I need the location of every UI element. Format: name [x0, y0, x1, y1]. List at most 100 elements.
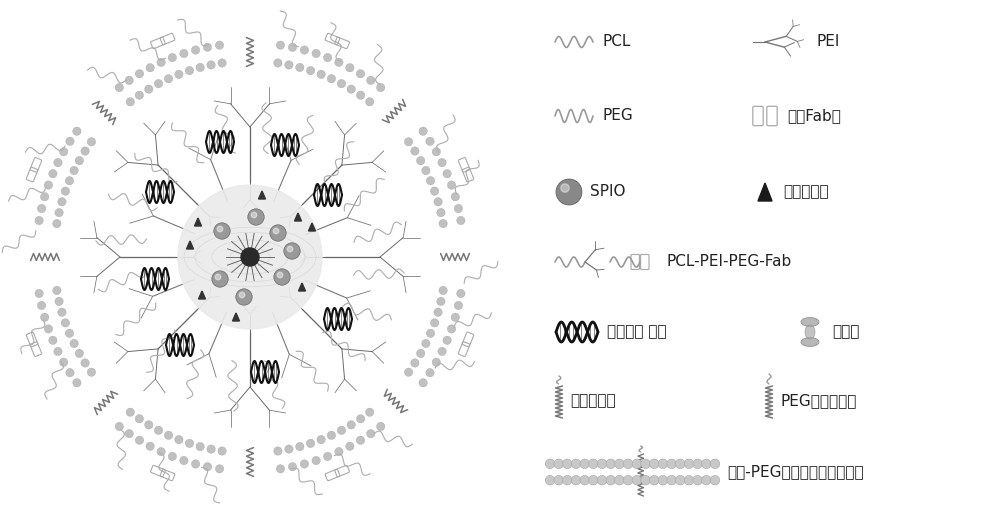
Circle shape — [346, 442, 354, 450]
Circle shape — [300, 460, 309, 468]
Text: PEG修饰的多肽: PEG修饰的多肽 — [780, 394, 856, 409]
Circle shape — [454, 205, 463, 213]
Polygon shape — [186, 241, 193, 249]
Circle shape — [667, 459, 676, 469]
Circle shape — [411, 147, 419, 155]
Circle shape — [53, 219, 61, 228]
Circle shape — [702, 475, 711, 485]
Circle shape — [416, 349, 425, 358]
Circle shape — [248, 209, 264, 225]
Circle shape — [571, 475, 581, 485]
Circle shape — [684, 459, 694, 469]
Circle shape — [87, 368, 96, 376]
Circle shape — [215, 274, 221, 280]
Circle shape — [277, 272, 283, 278]
Circle shape — [66, 137, 74, 145]
Circle shape — [702, 459, 711, 469]
Circle shape — [312, 49, 320, 58]
Circle shape — [563, 459, 572, 469]
Circle shape — [145, 85, 153, 94]
Circle shape — [422, 167, 430, 175]
Circle shape — [288, 43, 297, 51]
Circle shape — [426, 329, 435, 338]
Circle shape — [180, 456, 188, 465]
Circle shape — [335, 448, 343, 456]
Circle shape — [175, 70, 183, 79]
Circle shape — [135, 69, 144, 78]
Circle shape — [365, 408, 374, 416]
Circle shape — [58, 308, 66, 317]
Circle shape — [215, 41, 224, 49]
Text: 酶底物多肽: 酶底物多肽 — [570, 394, 616, 409]
Circle shape — [218, 59, 226, 67]
Text: SPIO: SPIO — [590, 185, 626, 199]
Circle shape — [589, 459, 598, 469]
Circle shape — [81, 147, 89, 155]
Circle shape — [365, 98, 374, 106]
Text: 抗体Fab段: 抗体Fab段 — [787, 108, 841, 123]
Circle shape — [451, 193, 460, 201]
Circle shape — [430, 187, 439, 195]
Circle shape — [66, 369, 74, 377]
Circle shape — [438, 347, 446, 356]
Circle shape — [285, 445, 293, 453]
Ellipse shape — [801, 338, 819, 346]
Circle shape — [207, 61, 215, 69]
Circle shape — [274, 269, 290, 285]
Circle shape — [75, 349, 84, 358]
Circle shape — [426, 176, 435, 185]
Circle shape — [35, 289, 43, 298]
Ellipse shape — [801, 318, 819, 326]
Circle shape — [693, 475, 702, 485]
Circle shape — [191, 46, 200, 54]
Circle shape — [554, 459, 563, 469]
Circle shape — [443, 336, 451, 344]
Circle shape — [203, 43, 212, 51]
Circle shape — [554, 475, 563, 485]
Circle shape — [434, 197, 442, 206]
Polygon shape — [758, 183, 772, 201]
Circle shape — [606, 459, 616, 469]
Circle shape — [217, 226, 223, 232]
Circle shape — [157, 58, 165, 66]
Circle shape — [367, 430, 375, 438]
Circle shape — [61, 187, 70, 195]
Circle shape — [597, 475, 607, 485]
Circle shape — [135, 415, 144, 423]
Circle shape — [641, 459, 650, 469]
Circle shape — [168, 53, 177, 62]
Circle shape — [146, 442, 154, 450]
Ellipse shape — [805, 325, 815, 339]
Circle shape — [317, 435, 325, 444]
Circle shape — [439, 286, 447, 295]
Circle shape — [430, 319, 439, 327]
Circle shape — [376, 423, 385, 431]
Circle shape — [356, 436, 365, 445]
Circle shape — [693, 459, 702, 469]
Circle shape — [457, 289, 465, 298]
Circle shape — [432, 358, 441, 366]
Circle shape — [419, 127, 427, 135]
Polygon shape — [298, 283, 306, 291]
Circle shape — [164, 75, 173, 83]
Circle shape — [191, 460, 200, 468]
Circle shape — [658, 475, 668, 485]
Circle shape — [300, 46, 309, 54]
Circle shape — [236, 289, 252, 305]
Circle shape — [306, 439, 315, 448]
Circle shape — [146, 64, 154, 72]
Circle shape — [356, 69, 365, 78]
Circle shape — [437, 297, 445, 306]
Circle shape — [684, 475, 694, 485]
Circle shape — [306, 66, 315, 75]
Circle shape — [37, 301, 46, 309]
Circle shape — [273, 228, 279, 234]
Polygon shape — [198, 291, 206, 299]
Circle shape — [317, 70, 325, 79]
Circle shape — [367, 76, 375, 84]
Circle shape — [157, 448, 165, 456]
Circle shape — [196, 63, 204, 71]
Circle shape — [589, 475, 598, 485]
Circle shape — [287, 246, 293, 252]
Circle shape — [53, 286, 61, 295]
